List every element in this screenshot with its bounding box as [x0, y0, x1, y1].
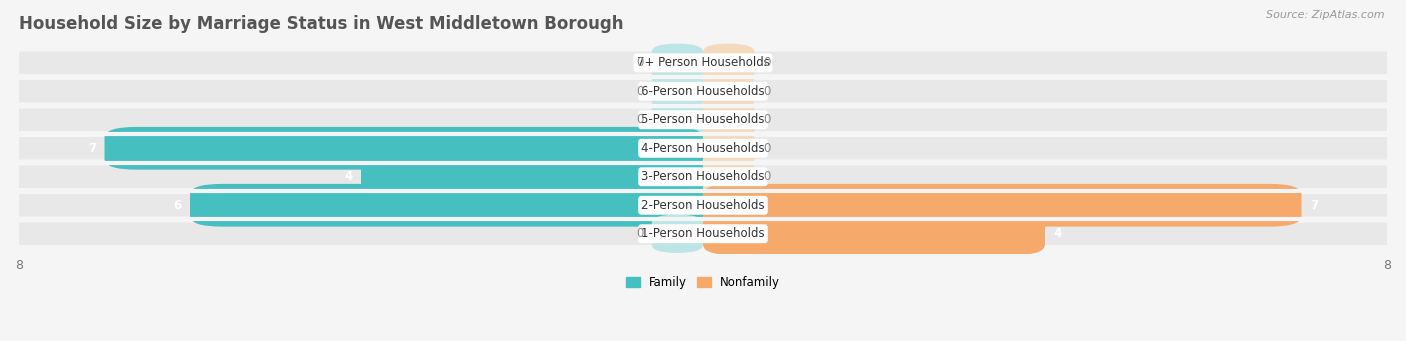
Text: 5-Person Households: 5-Person Households — [641, 113, 765, 126]
Text: 4: 4 — [1053, 227, 1062, 240]
FancyBboxPatch shape — [20, 80, 1386, 103]
Text: 2-Person Households: 2-Person Households — [641, 199, 765, 212]
Text: 6: 6 — [173, 199, 181, 212]
Text: 4: 4 — [344, 170, 353, 183]
FancyBboxPatch shape — [652, 101, 703, 139]
Text: 7: 7 — [1310, 199, 1319, 212]
FancyBboxPatch shape — [703, 72, 754, 110]
Text: Household Size by Marriage Status in West Middletown Borough: Household Size by Marriage Status in Wes… — [20, 15, 623, 33]
Text: 0: 0 — [763, 170, 770, 183]
Legend: Family, Nonfamily: Family, Nonfamily — [621, 272, 785, 294]
FancyBboxPatch shape — [703, 101, 754, 139]
FancyBboxPatch shape — [703, 212, 1045, 255]
Text: 0: 0 — [636, 56, 643, 69]
FancyBboxPatch shape — [703, 158, 754, 196]
FancyBboxPatch shape — [703, 129, 754, 167]
FancyBboxPatch shape — [652, 214, 703, 253]
FancyBboxPatch shape — [361, 155, 703, 198]
FancyBboxPatch shape — [652, 44, 703, 82]
Text: 0: 0 — [763, 142, 770, 155]
Text: 0: 0 — [763, 113, 770, 126]
Text: 7+ Person Households: 7+ Person Households — [637, 56, 769, 69]
Text: 1-Person Households: 1-Person Households — [641, 227, 765, 240]
FancyBboxPatch shape — [20, 222, 1386, 245]
Text: Source: ZipAtlas.com: Source: ZipAtlas.com — [1267, 10, 1385, 20]
Text: 0: 0 — [763, 85, 770, 98]
FancyBboxPatch shape — [104, 127, 703, 169]
FancyBboxPatch shape — [20, 194, 1386, 217]
Text: 0: 0 — [636, 85, 643, 98]
Text: 0: 0 — [763, 56, 770, 69]
FancyBboxPatch shape — [20, 108, 1386, 131]
FancyBboxPatch shape — [703, 44, 754, 82]
Text: 6-Person Households: 6-Person Households — [641, 85, 765, 98]
FancyBboxPatch shape — [20, 165, 1386, 188]
Text: 3-Person Households: 3-Person Households — [641, 170, 765, 183]
FancyBboxPatch shape — [190, 184, 703, 227]
FancyBboxPatch shape — [20, 137, 1386, 160]
Text: 7: 7 — [87, 142, 96, 155]
FancyBboxPatch shape — [703, 184, 1302, 227]
Text: 4-Person Households: 4-Person Households — [641, 142, 765, 155]
FancyBboxPatch shape — [20, 51, 1386, 74]
FancyBboxPatch shape — [652, 72, 703, 110]
Text: 0: 0 — [636, 113, 643, 126]
Text: 0: 0 — [636, 227, 643, 240]
